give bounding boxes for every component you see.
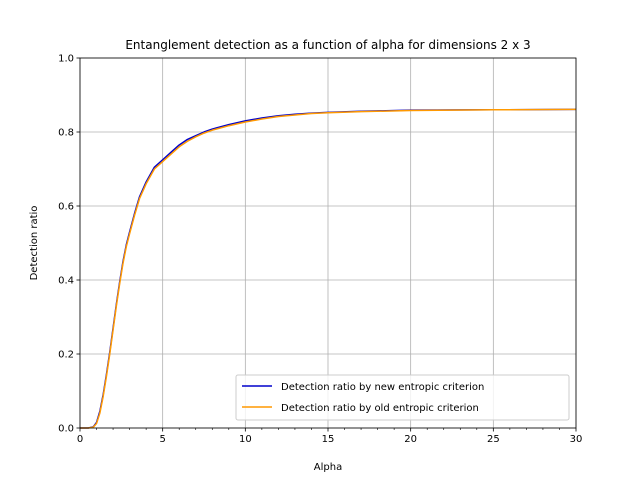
ticks: 0 5 10 15 20 25 30 0.0 0.2 0.4 0.6 0.8 1.0: [58, 54, 582, 446]
y-tick-label: 0.6: [58, 202, 74, 213]
x-tick-label: 0: [77, 434, 83, 445]
x-tick-label: 20: [404, 434, 417, 445]
legend-label-new: Detection ratio by new entropic criterio…: [281, 382, 484, 393]
x-tick-label: 10: [239, 434, 252, 445]
y-tick-label: 0.8: [58, 128, 74, 139]
x-tick-label: 25: [487, 434, 500, 445]
y-tick-label: 1.0: [58, 54, 74, 65]
x-tick-label: 5: [159, 434, 165, 445]
legend: Detection ratio by new entropic criterio…: [235, 374, 570, 421]
legend-box: [235, 374, 570, 421]
x-tick-label: 15: [322, 434, 335, 445]
series-line-old-criterion: [80, 108, 577, 429]
y-tick-label: 0.0: [58, 424, 74, 435]
x-tick-label: 30: [570, 434, 583, 445]
chart-title: Entanglement detection as a function of …: [125, 38, 530, 52]
legend-label-old: Detection ratio by old entropic criterio…: [281, 403, 479, 414]
series-group: [80, 108, 577, 429]
y-tick-label: 0.2: [58, 350, 74, 361]
y-tick-label: 0.4: [58, 276, 74, 287]
x-axis-label: Alpha: [314, 462, 342, 473]
y-axis-label: Detection ratio: [29, 206, 40, 281]
